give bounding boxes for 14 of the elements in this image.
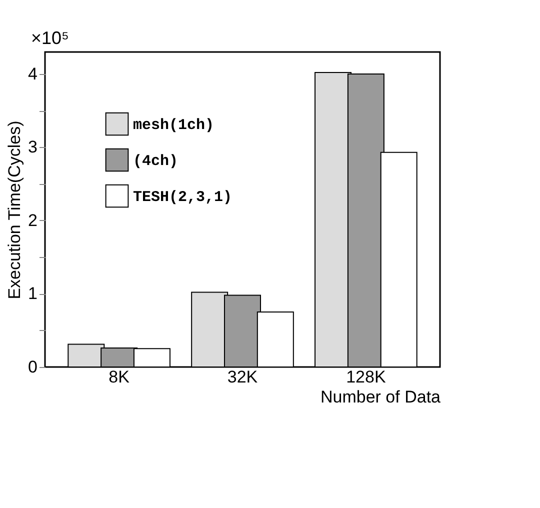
y-tick-label: 3: [28, 138, 38, 157]
legend-label: TESH(2,3,1): [133, 189, 232, 206]
legend-label: (4ch): [133, 153, 178, 170]
text: ×10⁵: [31, 28, 69, 48]
x-tick-label: 8K: [108, 368, 130, 386]
x-tick-label: 128K: [346, 368, 386, 386]
y-tick-label: 4: [28, 64, 38, 84]
y-axis-title: Execution Time(Cycles): [5, 120, 24, 300]
y-tick-label: 1: [28, 284, 38, 304]
y-tick-label: 2: [28, 210, 38, 230]
y-tick-label: 0: [28, 358, 38, 376]
legend-label: mesh(1ch): [133, 117, 214, 134]
x-tick-label: 32K: [227, 368, 258, 386]
x-axis-title: Number of Data: [320, 388, 442, 406]
